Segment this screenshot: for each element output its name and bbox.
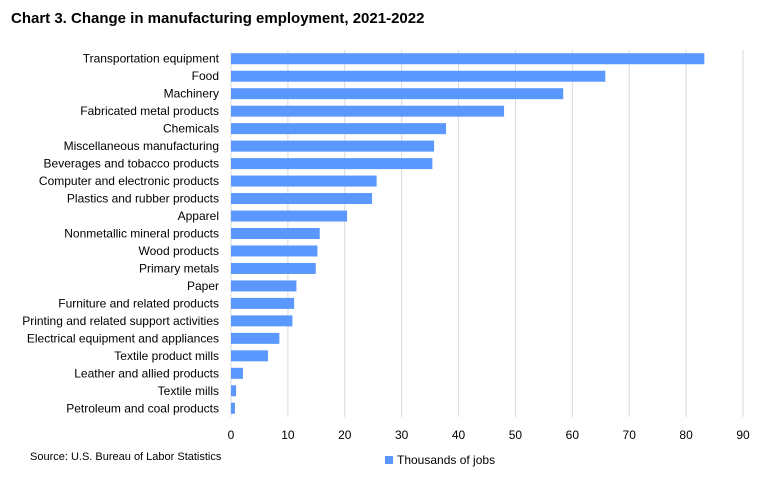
bar [231,105,505,117]
bar [231,332,280,344]
bar [231,280,297,292]
category-label: Machinery [164,87,219,101]
x-tick-label: 90 [736,428,750,442]
bar [231,262,316,274]
bar [231,402,235,414]
category-label: Printing and related support activities [22,314,219,328]
category-label: Beverages and tobacco products [44,157,219,171]
source-note: Source: U.S. Bureau of Labor Statistics [30,451,222,463]
category-label: Miscellaneous manufacturing [64,139,219,153]
legend-swatch [385,456,393,464]
bar [231,70,606,82]
x-tick-label: 10 [281,428,295,442]
legend-label: Thousands of jobs [397,453,496,467]
bar [231,367,243,379]
bar [231,245,318,257]
x-tick-label: 20 [338,428,352,442]
bar [231,158,433,170]
bar [231,88,564,100]
x-tick-label: 70 [623,428,637,442]
x-tick-label: 50 [509,428,523,442]
category-label: Textile mills [158,384,219,398]
category-label: Chemicals [163,122,219,136]
category-label: Nonmetallic mineral products [64,227,219,241]
category-label: Computer and electronic products [39,174,219,188]
category-label: Leather and allied products [74,366,219,380]
x-tick-label: 30 [395,428,409,442]
bar [231,228,320,239]
bar [231,385,237,397]
category-label: Primary metals [139,261,219,275]
bar [231,175,377,187]
x-tick-label: 80 [679,428,693,442]
legend: Thousands of jobs [385,453,495,467]
category-label: Petroleum and coal products [66,401,219,415]
x-tick-label: 60 [566,428,580,442]
category-label: Plastics and rubber products [67,192,219,206]
bar [231,297,295,309]
bar [231,140,435,152]
category-label: Wood products [139,244,220,258]
category-label: Paper [187,279,219,293]
category-label: Food [192,69,219,83]
category-label: Transportation equipment [83,52,220,66]
bar [231,53,705,65]
chart-title: Chart 3. Change in manufacturing employm… [11,10,425,27]
bar [231,210,348,222]
category-label: Fabricated metal products [80,104,219,118]
category-label: Electrical equipment and appliances [27,331,219,345]
category-label: Textile product mills [114,349,219,363]
bar [231,315,293,327]
category-label: Apparel [178,209,219,223]
bar [231,350,268,362]
category-label: Furniture and related products [58,296,219,310]
bar [231,193,373,205]
x-tick-label: 40 [452,428,466,442]
bar [231,123,447,135]
x-tick-label: 0 [228,428,235,442]
